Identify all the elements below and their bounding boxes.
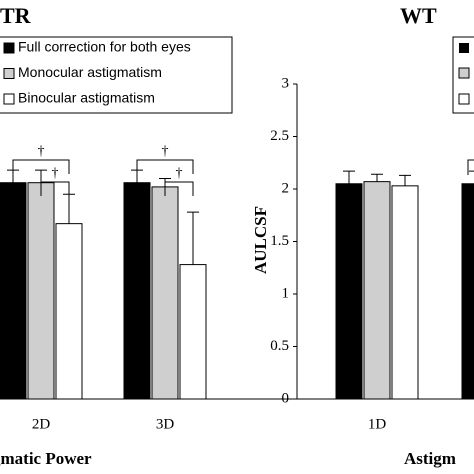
y-tick-label: 1 — [282, 285, 290, 301]
significance-bracket — [136, 159, 194, 174]
significance-marker: † — [176, 166, 183, 181]
legend-label: Full correction for both eyes — [18, 39, 191, 55]
error-bar — [35, 169, 47, 183]
legend-swatch — [459, 43, 469, 53]
legend-box — [452, 36, 474, 114]
bar — [363, 181, 391, 400]
bar — [335, 183, 363, 400]
chart-title: WT — [400, 3, 437, 28]
significance-bracket — [12, 159, 70, 174]
x-axis-label: gmatic Power — [0, 449, 92, 468]
significance-bracket — [40, 181, 70, 196]
error-bar — [399, 174, 411, 186]
significance-bracket — [164, 181, 194, 196]
bar — [55, 223, 83, 400]
legend-swatch — [3, 68, 15, 79]
legend-label: Binocular astigmatism — [18, 90, 155, 106]
y-tick-label: 0 — [282, 390, 290, 406]
legend-swatch — [458, 67, 470, 79]
y-tick-label: 0.5 — [270, 338, 289, 354]
error-bar — [343, 170, 355, 184]
bar — [391, 185, 419, 400]
bar — [151, 186, 179, 400]
significance-marker: † — [38, 144, 45, 159]
error-bar — [187, 211, 199, 265]
bar — [179, 264, 207, 400]
legend-label: Monocular astigmatism — [18, 64, 162, 80]
y-tick-label: 2 — [282, 180, 290, 196]
legend-swatch — [458, 93, 470, 105]
x-tick-label: 1D — [368, 416, 387, 432]
bar — [0, 182, 27, 400]
legend-swatch — [3, 93, 15, 105]
x-axis-label: Astigm — [404, 449, 456, 468]
chart-title: TR — [0, 3, 32, 28]
y-tick-label: 2.5 — [270, 128, 289, 144]
legend-swatch — [3, 42, 15, 54]
y-tick-label: 3 — [282, 75, 290, 91]
legend-box — [0, 36, 233, 114]
bar — [461, 183, 474, 400]
significance-bracket — [467, 159, 474, 175]
error-bar — [371, 173, 383, 182]
y-axis-label: AULCSF — [251, 206, 270, 274]
x-tick-label: 2D — [32, 416, 51, 432]
error-bar — [469, 170, 474, 172]
y-tick-label: 1.5 — [270, 233, 289, 249]
significance-marker: † — [162, 144, 169, 159]
x-tick-label: 3D — [156, 416, 175, 432]
bar — [27, 182, 55, 400]
significance-marker: † — [52, 166, 59, 181]
bar — [123, 182, 151, 400]
